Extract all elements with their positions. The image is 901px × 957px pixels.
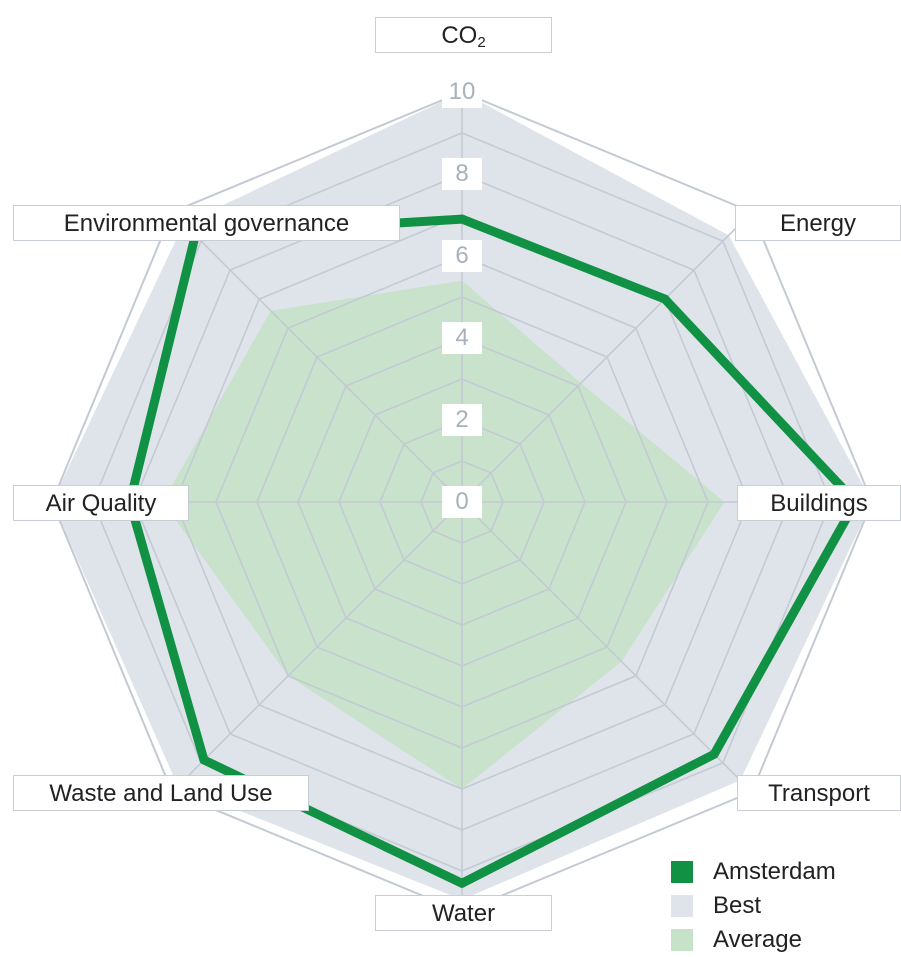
tick-label-6: 6 [442, 240, 482, 272]
legend-label-amsterdam: Amsterdam [713, 858, 836, 885]
tick-label-8: 8 [442, 158, 482, 190]
point-amsterdam-transport [709, 749, 719, 759]
axis-spoke-waste-and-land-use [171, 501, 463, 793]
tick-label-0: 0 [442, 486, 482, 518]
point-amsterdam-energy [660, 294, 670, 304]
legend-item-average: Average [671, 923, 836, 957]
legend-swatch-best [671, 895, 693, 917]
axis-spoke-environmental-governance [171, 211, 463, 503]
tick-label-10: 10 [442, 76, 482, 108]
axis-label-environmental-governance: Environmental governance [13, 205, 400, 241]
point-amsterdam-waste-and-land-use [199, 755, 209, 765]
axis-label-buildings: Buildings [737, 485, 901, 521]
tick-label-4: 4 [442, 322, 482, 354]
legend-label-average: Average [713, 926, 802, 953]
point-amsterdam-co2 [457, 214, 467, 224]
axis-label-air-quality: Air Quality [13, 485, 189, 521]
legend-label-best: Best [713, 892, 762, 919]
tick-label-2: 2 [442, 404, 482, 436]
axis-label-energy: Energy [735, 205, 901, 241]
axis-label-waste-and-land-use: Waste and Land Use [13, 775, 309, 811]
point-amsterdam-water [457, 878, 467, 888]
legend-item-amsterdam: Amsterdam [671, 855, 836, 889]
axis-label-water: Water [375, 895, 552, 931]
legend-swatch-amsterdam [671, 861, 693, 883]
axis-label-transport: Transport [737, 775, 901, 811]
axis-spoke-energy [461, 211, 753, 503]
legend: Amsterdam Best Average [671, 855, 836, 957]
legend-item-best: Best [671, 889, 836, 923]
legend-swatch-average [671, 929, 693, 951]
axis-label-co2: CO2 [375, 17, 552, 53]
axis-spoke-transport [461, 501, 753, 793]
